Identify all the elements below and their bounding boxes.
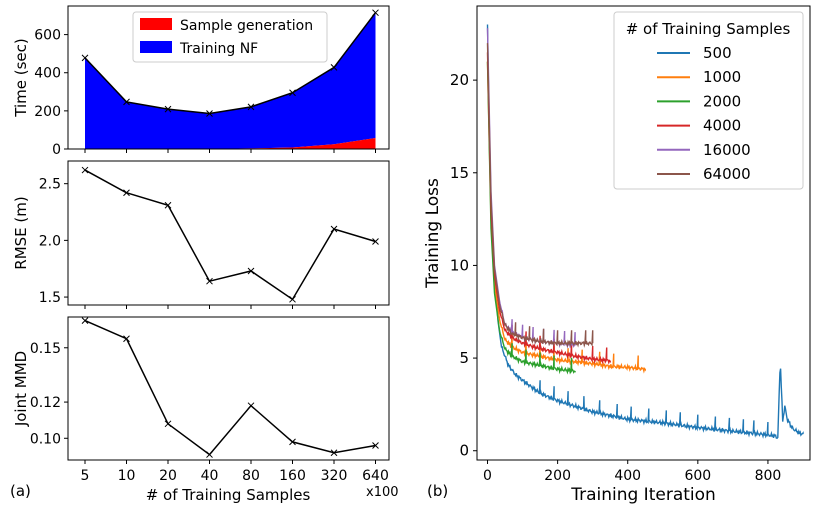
total-time-line (84, 12, 377, 115)
loss-xtick-label: 400 (614, 468, 641, 484)
mmd-ytick-label: 0.15 (30, 341, 61, 357)
total-time-point (81, 54, 89, 62)
loss-legend-label: 1000 (703, 68, 741, 86)
rmse-ytick-label: 1.5 (39, 290, 61, 306)
panel-label-a: (a) (10, 482, 31, 500)
loss-legend-title: # of Training Samples (626, 20, 791, 38)
total-time-point (330, 64, 338, 71)
rmse-point (372, 238, 379, 245)
mmd-ylabel: Joint MMD (12, 351, 30, 427)
total-time-point (123, 98, 130, 106)
mmd-point (247, 402, 255, 410)
loss-ytick-label: 0 (459, 442, 469, 460)
x-tick-label: 5 (81, 468, 90, 484)
loss-ytick-label: 5 (459, 349, 469, 367)
rmse-point (289, 295, 296, 303)
training-nf-area (85, 12, 376, 149)
x-axis-unit: x100 (366, 485, 399, 500)
loss-legend: # of Training Samples 500 1000 2000 4000 1600… (613, 11, 804, 190)
loss-line-2000 (486, 61, 576, 375)
mmd-point (289, 438, 296, 446)
x-tick-label: 160 (279, 468, 306, 484)
panel-label-b: (b) (427, 482, 448, 500)
loss-legend-label: 16000 (703, 141, 751, 159)
time-ylabel: Time (sec) (12, 38, 30, 117)
loss-line-4000 (486, 52, 611, 365)
rmse-point (123, 189, 130, 197)
loss-line-500 (486, 24, 804, 439)
loss-legend-label: 4000 (703, 117, 741, 135)
loss-xtick-label: 0 (483, 468, 492, 484)
rmse-ytick-label: 2.5 (39, 177, 61, 193)
loss-line-1000 (486, 61, 646, 374)
loss-x-axis-label: Training Iteration (570, 485, 716, 505)
legend-label: Sample generation (180, 18, 313, 34)
loss-line-64000 (486, 43, 594, 348)
loss-ytick-label: 20 (450, 71, 469, 89)
loss-y-axis-label: Training Loss (423, 178, 443, 289)
time-ytick-label: 200 (34, 104, 61, 120)
x-tick-label: 40 (201, 468, 219, 484)
x-tick-label: 80 (242, 468, 260, 484)
mmd-point (330, 449, 338, 457)
x-tick-label: 20 (159, 468, 177, 484)
x-tick-label: 10 (118, 468, 136, 484)
mmd-point (123, 335, 130, 343)
rmse-line-chart: 1.5 2.0 2.5 RMSE (m) (12, 160, 390, 309)
rmse-point (206, 277, 213, 285)
loss-line-16000 (486, 28, 576, 349)
mmd-ytick-label: 0.10 (30, 431, 61, 447)
rmse-ytick-label: 2.0 (39, 233, 61, 249)
loss-series-group (486, 24, 804, 439)
rmse-ylabel: RMSE (m) (12, 196, 30, 269)
time-frame-overlay (67, 5, 390, 150)
mmd-point (164, 420, 172, 428)
legend-swatch (140, 18, 172, 30)
loss-xtick-label: 600 (684, 468, 711, 484)
loss-legend-label: 2000 (703, 92, 741, 110)
mmd-ytick-label: 0.12 (30, 395, 61, 411)
mmd-frame (67, 316, 390, 461)
total-time-point (247, 103, 255, 111)
time-ytick-label: 0 (52, 142, 61, 158)
rmse-point (164, 201, 172, 209)
mmd-point (81, 317, 89, 324)
mmd-point (206, 451, 213, 458)
rmse-frame (67, 160, 390, 306)
loss-xtick-label: 800 (755, 468, 782, 484)
loss-ytick-label: 10 (450, 256, 469, 274)
total-time-point (164, 105, 172, 113)
loss-frame (476, 5, 811, 461)
time-ytick-label: 400 (34, 66, 61, 82)
rmse-point (81, 166, 89, 174)
time-legend: Sample generation Training NF (132, 11, 328, 63)
total-time-point (372, 9, 379, 17)
legend-swatch (140, 41, 172, 53)
loss-xtick-label: 200 (544, 468, 571, 484)
legend-label: Training NF (179, 41, 258, 57)
sample-generation-area (85, 137, 376, 149)
legend-box (132, 11, 328, 63)
total-time-point (289, 89, 296, 97)
mmd-line (84, 319, 376, 456)
x-tick-label: 320 (321, 468, 348, 484)
rmse-line (84, 169, 376, 301)
loss-ytick-label: 15 (450, 164, 469, 182)
x-axis-label: # of Training Samples (146, 486, 311, 504)
total-time-point (206, 110, 213, 117)
loss-legend-label: 500 (703, 44, 732, 62)
loss-legend-box (613, 11, 804, 190)
loss-legend-label: 64000 (703, 165, 751, 183)
rmse-point (330, 225, 338, 233)
x-tick-label: 640 (362, 468, 389, 484)
training-loss-chart: 0 200 400 600 800 0 5 10 15 20 Training Iteration T… (423, 5, 811, 505)
rmse-point (247, 267, 255, 275)
mmd-point (372, 442, 379, 449)
time-ytick-label: 600 (34, 28, 61, 44)
